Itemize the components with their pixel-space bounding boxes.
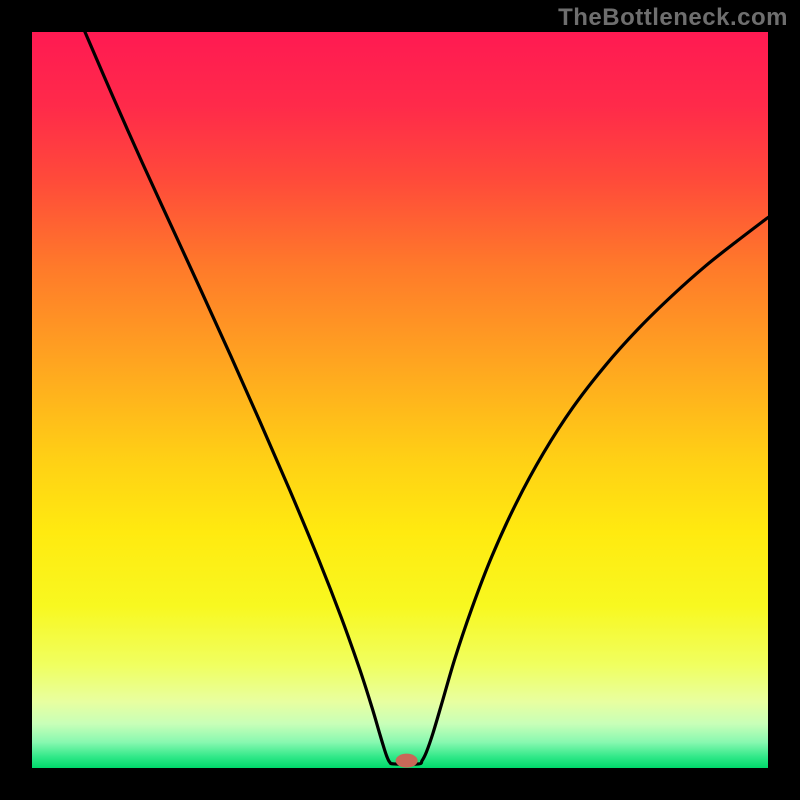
optimum-marker [396, 754, 418, 768]
plot-background [32, 32, 768, 768]
bottleneck-chart [0, 0, 800, 800]
watermark-text: TheBottleneck.com [558, 4, 788, 32]
chart-frame: TheBottleneck.com [0, 0, 800, 800]
